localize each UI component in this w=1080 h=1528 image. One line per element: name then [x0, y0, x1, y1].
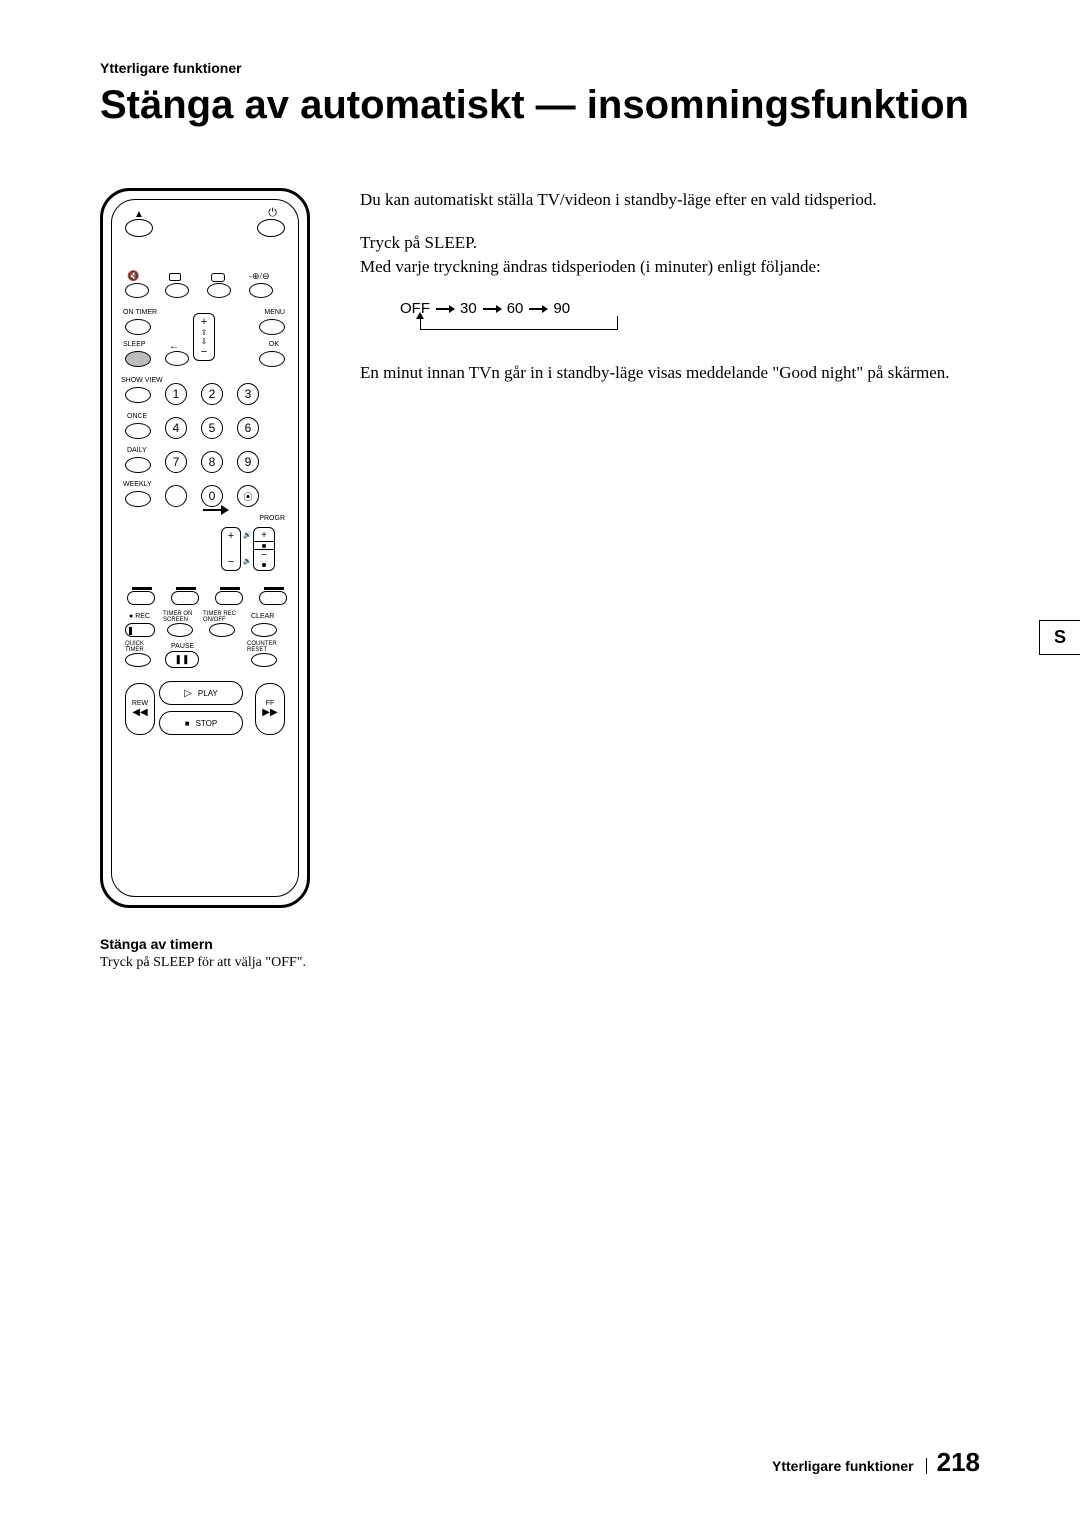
- page-footer: Ytterligare funktioner 218: [772, 1447, 980, 1478]
- menu-button: [259, 319, 285, 335]
- mute-icon: 🔇: [127, 271, 139, 282]
- cycle-diagram: OFF 30 60 90: [400, 298, 640, 343]
- ok-label: OK: [269, 341, 279, 348]
- quick-timer-button: [125, 653, 151, 667]
- screen-icon: [169, 273, 181, 281]
- ok-button: [259, 351, 285, 367]
- return-arrow-icon: [416, 312, 424, 319]
- section-label: Ytterligare funktioner: [100, 60, 980, 76]
- remote-control-diagram: ▲ ⏻ 🔇 -⊕/⊖ ON TIMER MENU +: [100, 188, 310, 908]
- timer-rec-label: TIMER RECON/OFF: [203, 611, 236, 623]
- remote-column: ▲ ⏻ 🔇 -⊕/⊖ ON TIMER MENU +: [100, 188, 310, 971]
- rew-group: REW ◀◀: [125, 683, 155, 735]
- once-button: [125, 423, 151, 439]
- intro-paragraph: Du kan automatiskt ställa TV/videon i st…: [360, 188, 980, 213]
- ff-group: FF ▶▶: [255, 683, 285, 735]
- keypad-2: 2: [201, 383, 223, 405]
- quick-timer-label: QUICKTIMER: [125, 641, 144, 653]
- keypad-4: 4: [165, 417, 187, 439]
- arrow-right-icon: [436, 308, 454, 310]
- footer-page-number: 218: [937, 1447, 980, 1478]
- sub-body: Tryck på SLEEP för att välja "OFF".: [100, 955, 310, 971]
- timer-screen-button: [167, 623, 193, 637]
- keypad-7: 7: [165, 451, 187, 473]
- keypad-5: 5: [201, 417, 223, 439]
- timer-on-screen-label: TIMER ONSCREEN: [163, 611, 192, 623]
- page-title: Stänga av automatiskt — insomningsfunkti…: [100, 82, 980, 128]
- t1: [127, 591, 155, 605]
- counter-reset-button: [251, 653, 277, 667]
- showview-button: [125, 387, 151, 403]
- nav-rocker: + ⇧ ⇩ −: [193, 313, 215, 361]
- side-tab: S: [1039, 620, 1080, 655]
- input-icon: -⊕/⊖: [249, 271, 270, 282]
- keypad-enter: ⦿: [237, 485, 259, 507]
- keypad-0: 0: [201, 485, 223, 507]
- once-label: ONCE: [127, 413, 147, 420]
- keypad-9: 9: [237, 451, 259, 473]
- counter-reset-label: COUNTERRESET: [247, 641, 277, 653]
- t3: [215, 591, 243, 605]
- rec-button: [125, 623, 155, 637]
- keypad-3: 3: [237, 383, 259, 405]
- on-timer-button: [125, 319, 151, 335]
- vol-down-icon: 🔉: [243, 557, 252, 565]
- timer-rec-button: [209, 623, 235, 637]
- instruction-paragraph: Tryck på SLEEP. Med varje tryckning ändr…: [360, 231, 980, 280]
- arrow-right-icon: [483, 308, 501, 310]
- left-button: [165, 351, 189, 366]
- sleep-label: SLEEP: [123, 341, 146, 348]
- divider-line: [203, 509, 221, 511]
- below-remote-text: Stänga av timern Tryck på SLEEP för att …: [100, 936, 310, 971]
- on-timer-label: ON TIMER: [123, 309, 157, 316]
- wide-icon: [211, 273, 225, 282]
- progr-rocker: + −: [253, 527, 275, 571]
- stop-button: ■ STOP: [159, 711, 243, 735]
- menu-label: MENU: [264, 309, 285, 316]
- content-row: ▲ ⏻ 🔇 -⊕/⊖ ON TIMER MENU +: [100, 188, 980, 971]
- text-column: Du kan automatiskt ställa TV/videon i st…: [360, 188, 980, 971]
- eject-button: [125, 219, 153, 237]
- t4: [259, 591, 287, 605]
- sub-heading: Stänga av timern: [100, 936, 310, 952]
- wide-button: [207, 283, 231, 298]
- play-button: ▷ PLAY: [159, 681, 243, 705]
- return-line: [420, 316, 618, 330]
- vol-up-icon: 🔊: [243, 531, 252, 539]
- keypad-blank: [165, 485, 187, 507]
- pause-button: ❚❚: [165, 651, 199, 668]
- daily-button: [125, 457, 151, 473]
- transport-row-1: [127, 591, 287, 605]
- arrow-right-icon: [529, 308, 547, 310]
- weekly-button: [125, 491, 151, 507]
- volume-rocker: +−: [221, 527, 241, 571]
- screen-button: [165, 283, 189, 298]
- t2: [171, 591, 199, 605]
- keypad-8: 8: [201, 451, 223, 473]
- showview-label: SHOW VIEW: [121, 377, 163, 384]
- eject-icon: ▲: [134, 209, 144, 220]
- weekly-label: WEEKLY: [123, 481, 152, 488]
- sleep-button: [125, 351, 151, 367]
- footer-label: Ytterligare funktioner: [772, 1458, 927, 1474]
- mute-button: [125, 283, 149, 298]
- arrow-icon: [221, 505, 229, 515]
- input-button: [249, 283, 273, 298]
- clear-button: [251, 623, 277, 637]
- rec-label: ● REC: [129, 613, 150, 620]
- power-button: [257, 219, 285, 237]
- clear-label: CLEAR: [251, 613, 274, 620]
- keypad-1: 1: [165, 383, 187, 405]
- keypad-6: 6: [237, 417, 259, 439]
- progr-label: PROGR: [259, 515, 285, 522]
- daily-label: DAILY: [127, 447, 147, 454]
- power-icon: ⏻: [268, 207, 277, 220]
- pause-label: PAUSE: [171, 643, 194, 650]
- note-paragraph: En minut innan TVn går in i standby-läge…: [360, 361, 980, 386]
